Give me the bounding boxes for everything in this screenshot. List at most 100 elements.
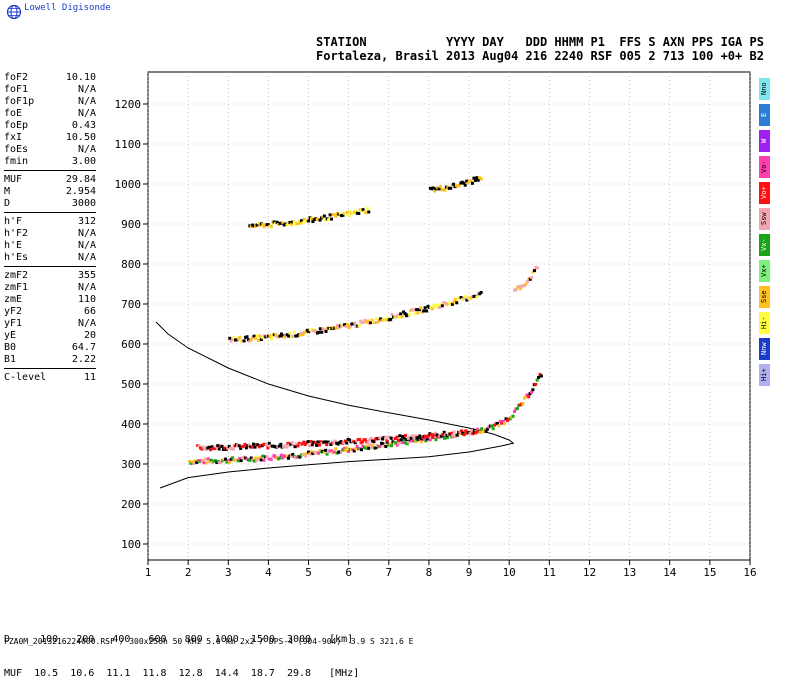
echo-point [329,449,333,453]
echo-point [210,445,214,449]
echo-point [324,329,328,333]
echo-point [245,335,249,339]
echo-point [459,296,463,300]
echo-point [477,429,481,433]
x-tick-label: 8 [426,566,433,579]
echo-point [303,443,307,447]
echo-point [311,220,315,224]
echo-point [463,431,467,435]
x-tick-label: 14 [663,566,677,579]
echo-point [281,456,285,460]
param-label: foE [4,108,23,119]
x-tick-label: 1 [145,566,152,579]
legend-item: Hi+ [759,364,770,386]
echo-point [395,443,399,447]
echo-point [455,433,459,437]
echo-point [239,459,243,463]
echo-point [475,295,479,299]
param-row: foF2 10.10 [4,72,96,84]
param-value: 20 [83,330,96,341]
echo-point [449,431,453,435]
echo-point [302,217,306,221]
y-tick-label: 600 [121,338,141,351]
x-tick-label: 10 [503,566,516,579]
echo-point [525,393,529,397]
echo-point [372,440,376,444]
echo-point [500,421,504,425]
y-tick-label: 200 [121,498,141,511]
echo-point [306,450,310,454]
echo-point [533,269,537,273]
echo-point [252,459,256,463]
echo-point [395,435,399,439]
x-tick-label: 9 [466,566,473,579]
echo-point [471,428,475,432]
echo-point [347,450,351,454]
echo-point [209,458,213,462]
echo-point [537,375,541,379]
echo-point [326,440,330,444]
param-label: yF1 [4,318,23,329]
echo-point [501,419,505,423]
echo-point [285,454,289,458]
echo-point [213,459,217,463]
param-label: foF1 [4,84,29,95]
echo-point [472,176,476,180]
echo-point [357,324,361,328]
echo-point [385,439,389,443]
echo-point [493,423,497,427]
echo-point [205,461,209,465]
echo-point [334,326,338,330]
echo-point [323,440,327,444]
echo-point [475,430,479,434]
echo-point [249,456,253,460]
param-label: fxI [4,132,23,143]
echo-point [228,460,232,464]
echo-point [535,266,539,270]
echo-point [259,458,263,462]
header-values: Fortaleza, Brasil 2013 Aug04 216 2240 RS… [316,49,764,63]
echo-point [523,284,527,288]
echo-point [439,302,443,306]
echo-point [452,300,456,304]
param-row: D 3000 [4,198,96,210]
echo-point [368,443,372,447]
param-row: h'F2 N/A [4,228,96,240]
echo-point [345,446,349,450]
echo-point [383,436,387,440]
param-value: 2.22 [71,354,96,365]
echo-point [522,396,526,400]
param-row: foEs N/A [4,144,96,156]
echo-point [314,329,318,333]
echo-point [511,414,515,418]
echo-point [425,437,429,441]
echo-point [414,434,418,438]
echo-point [292,330,296,334]
legend-item: Hi- [759,312,770,334]
echo-point [397,315,401,319]
echo-point [298,221,302,225]
echo-point [378,444,382,448]
echo-point [452,182,456,186]
echo-point [254,336,258,340]
echo-point [320,330,324,334]
echo-point [324,448,328,452]
echo-point [530,276,534,280]
echo-point [465,298,469,302]
echo-point [197,444,201,448]
echo-point [254,456,258,460]
echo-point [255,223,259,227]
x-tick-label: 11 [543,566,556,579]
echo-point [412,436,416,440]
legend-item: Sse [759,286,770,308]
echo-point [329,442,333,446]
echo-point [403,312,407,316]
echo-point [451,434,455,438]
param-label: foEp [4,120,29,131]
echo-point [328,213,332,217]
echo-point [495,421,499,425]
echo-point [239,446,243,450]
echo-point [223,457,227,461]
param-value: 0.43 [71,120,96,131]
echo-point [508,417,512,421]
